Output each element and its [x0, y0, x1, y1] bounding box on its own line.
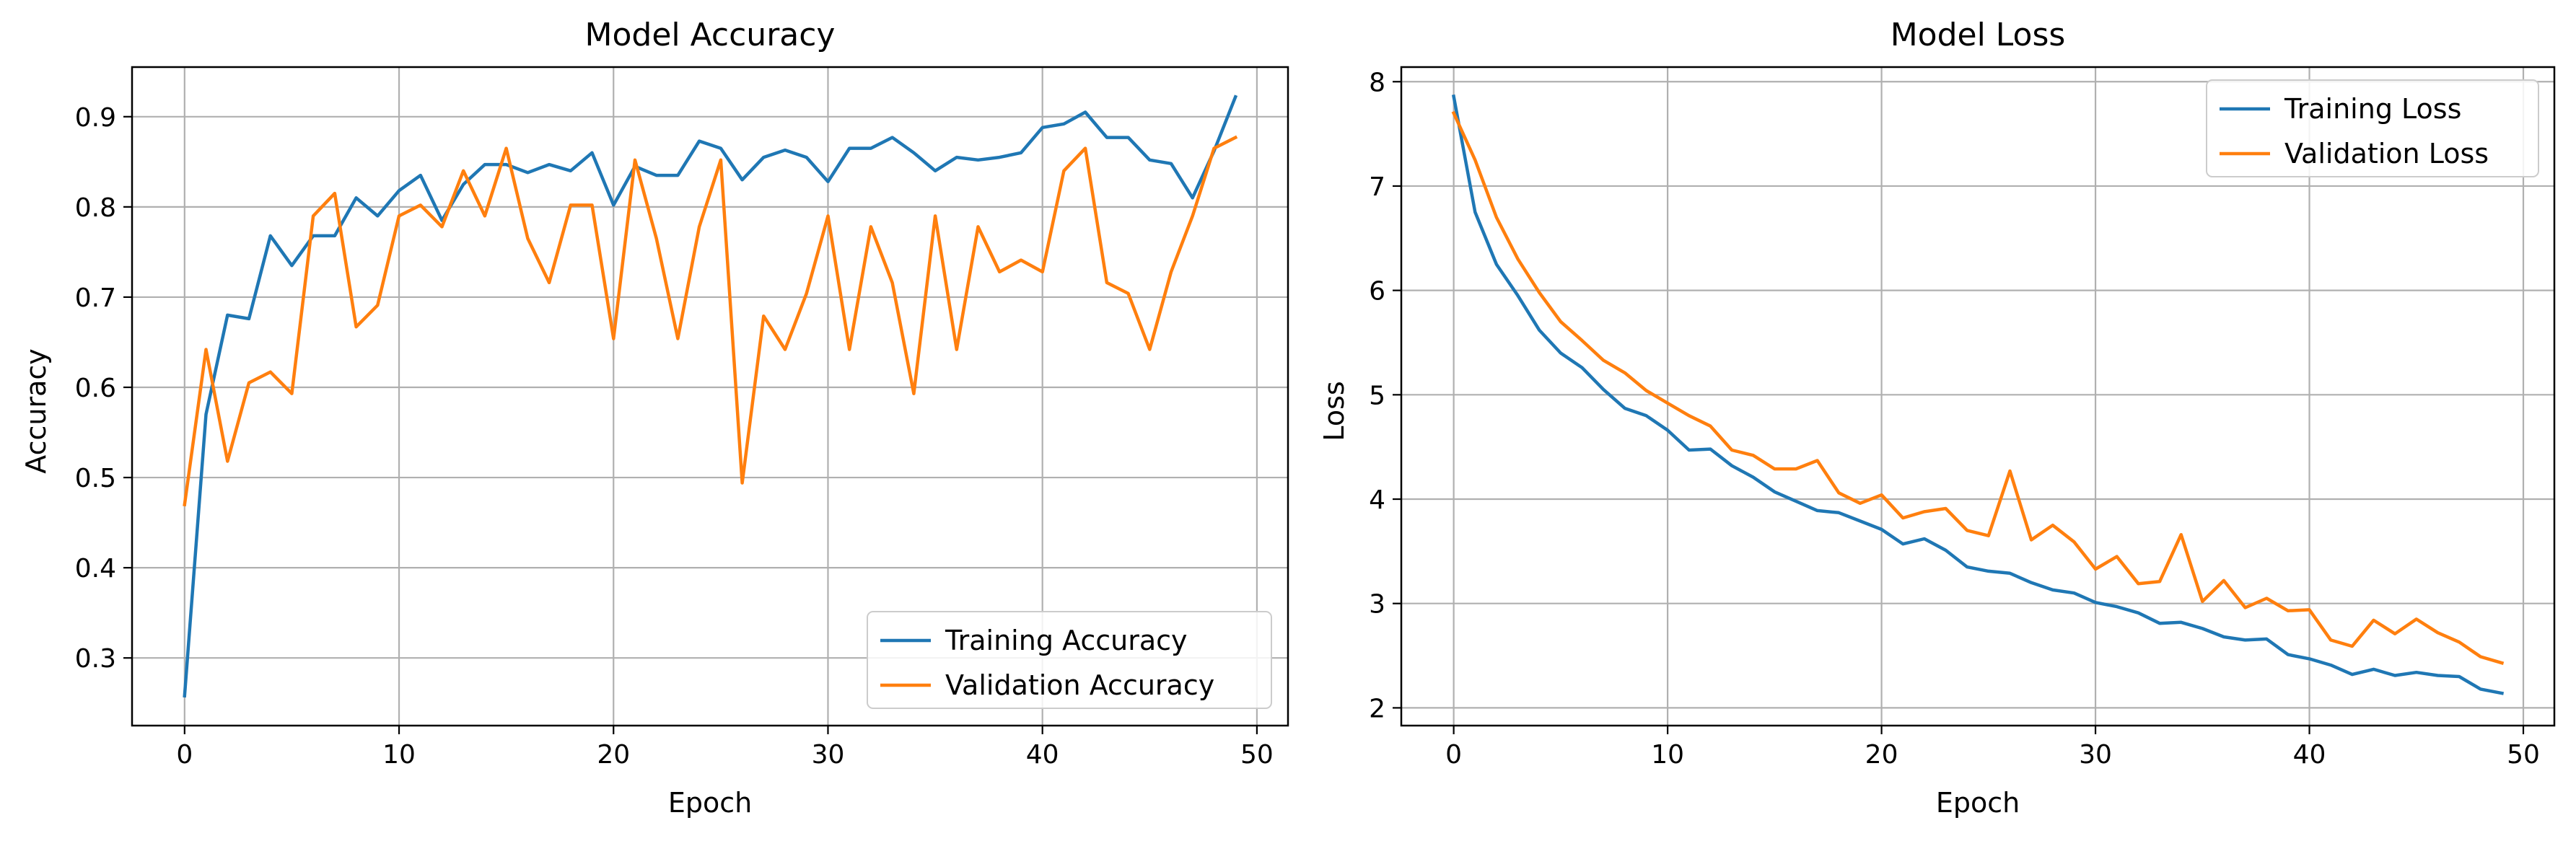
accuracy-y-tick-label: 0.3 [75, 644, 116, 674]
accuracy-legend-label: Validation Accuracy [945, 669, 1214, 701]
loss-y-tick-label: 2 [1369, 694, 1385, 723]
loss-y-axis-label: Loss [1318, 381, 1350, 441]
loss-x-tick-label: 20 [1865, 740, 1898, 770]
accuracy-x-tick-label: 10 [382, 740, 416, 770]
accuracy-y-tick-label: 0.5 [75, 464, 116, 493]
accuracy-y-tick-label: 0.8 [75, 193, 116, 223]
loss-legend-label: Validation Loss [2284, 138, 2489, 169]
loss-x-tick-label: 10 [1651, 740, 1684, 770]
loss-x-tick-label: 50 [2507, 740, 2540, 770]
accuracy-legend-label: Training Accuracy [945, 625, 1188, 656]
accuracy-chart: Model Accuracy Epoch Accuracy 0 10 20 30 40 5… [20, 17, 1289, 819]
accuracy-x-tick-label: 50 [1240, 740, 1274, 770]
loss-y-tick-label: 3 [1369, 590, 1385, 620]
loss-y-tick-label: 5 [1369, 381, 1385, 410]
loss-x-axis-label: Epoch [1936, 787, 2020, 819]
accuracy-y-axis-label: Accuracy [20, 348, 52, 474]
accuracy-y-tick-label: 0.9 [75, 103, 116, 133]
loss-x-tick-label: 30 [2079, 740, 2112, 770]
accuracy-series-0-line [183, 94, 1238, 698]
loss-series-1-line [1451, 110, 2505, 665]
accuracy-legend-box [867, 611, 1272, 709]
loss-legend-label: Training Loss [2284, 93, 2461, 125]
accuracy-chart-title: Model Accuracy [585, 17, 836, 53]
accuracy-x-axis-label: Epoch [668, 787, 752, 819]
accuracy-y-tick-label: 0.6 [75, 374, 116, 403]
loss-plot-frame [1400, 66, 2556, 727]
loss-chart: Model Loss Epoch Loss 0 10 20 30 40 50 2 3 4 5 6 7 8… [1318, 17, 2556, 819]
accuracy-y-tick-label: 0.7 [75, 283, 116, 313]
accuracy-x-tick-label: 40 [1026, 740, 1059, 770]
loss-legend: Training Loss Validation Loss [2206, 79, 2539, 177]
loss-y-tick-label: 8 [1369, 68, 1385, 97]
loss-y-tick-label: 7 [1369, 172, 1385, 202]
accuracy-legend: Training Accuracy Validation Accuracy [867, 611, 1272, 709]
loss-x-tick-label: 40 [2293, 740, 2326, 770]
loss-legend-box [2206, 79, 2539, 177]
accuracy-series-1-line [183, 135, 1238, 507]
loss-chart-title: Model Loss [1891, 17, 2066, 53]
loss-y-tick-label: 6 [1369, 277, 1385, 307]
accuracy-x-tick-label: 30 [812, 740, 845, 770]
accuracy-plot-frame [131, 66, 1289, 727]
accuracy-y-tick-label: 0.4 [75, 554, 116, 584]
accuracy-x-tick-label: 0 [176, 740, 193, 770]
loss-series-0-line [1451, 94, 2505, 695]
loss-y-tick-label: 4 [1369, 485, 1385, 515]
loss-x-tick-label: 0 [1445, 740, 1462, 770]
accuracy-x-tick-label: 20 [597, 740, 630, 770]
